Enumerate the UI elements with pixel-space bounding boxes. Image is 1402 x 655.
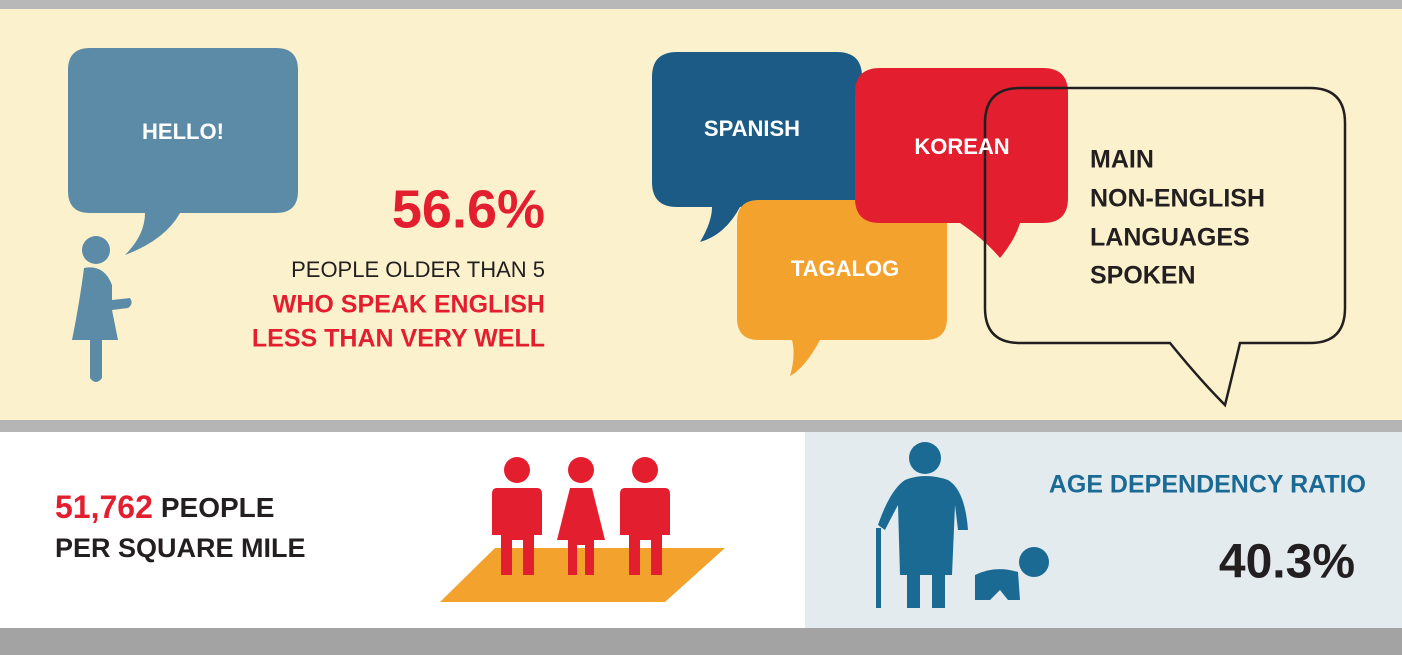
spanish-bubble — [652, 52, 862, 242]
caption-bubble — [983, 86, 1347, 408]
people-icons — [492, 457, 670, 575]
hello-bubble — [68, 48, 298, 255]
bottom-band — [0, 628, 1402, 655]
right-panel — [805, 432, 1402, 628]
tagalog-bubble — [737, 200, 947, 376]
hello-text: HELLO! — [142, 119, 224, 144]
density-line2: PER SQUARE MILE — [55, 533, 306, 563]
language-label: TAGALOG — [791, 256, 899, 281]
divider — [0, 420, 1402, 432]
korean-bubble — [855, 68, 1068, 258]
english-line3: LESS THAN VERY WELL — [252, 325, 545, 353]
english-line1: PEOPLE OLDER THAN 5 — [291, 257, 545, 282]
caption-line: NON-ENGLISH — [1090, 185, 1265, 213]
language-label: SPANISH — [704, 116, 800, 141]
elder-baby-icon — [876, 442, 1049, 608]
age-label: AGE DEPENDENCY RATIO — [1049, 471, 1366, 499]
english-percent: 56.6% — [392, 179, 545, 239]
age-value: 40.3% — [1219, 536, 1355, 589]
density-heading: 51,762 PEOPLE — [55, 489, 274, 525]
density-unit: PEOPLE — [161, 492, 275, 523]
english-line2: WHO SPEAK ENGLISH — [273, 291, 545, 319]
caption-line: LANGUAGES — [1090, 224, 1250, 252]
caption-line: MAIN — [1090, 146, 1154, 174]
language-label: KOREAN — [914, 134, 1009, 159]
density-number: 51,762 — [55, 489, 153, 525]
top-band — [0, 0, 1402, 9]
caption-line: SPOKEN — [1090, 262, 1196, 290]
person-icon — [72, 236, 132, 382]
